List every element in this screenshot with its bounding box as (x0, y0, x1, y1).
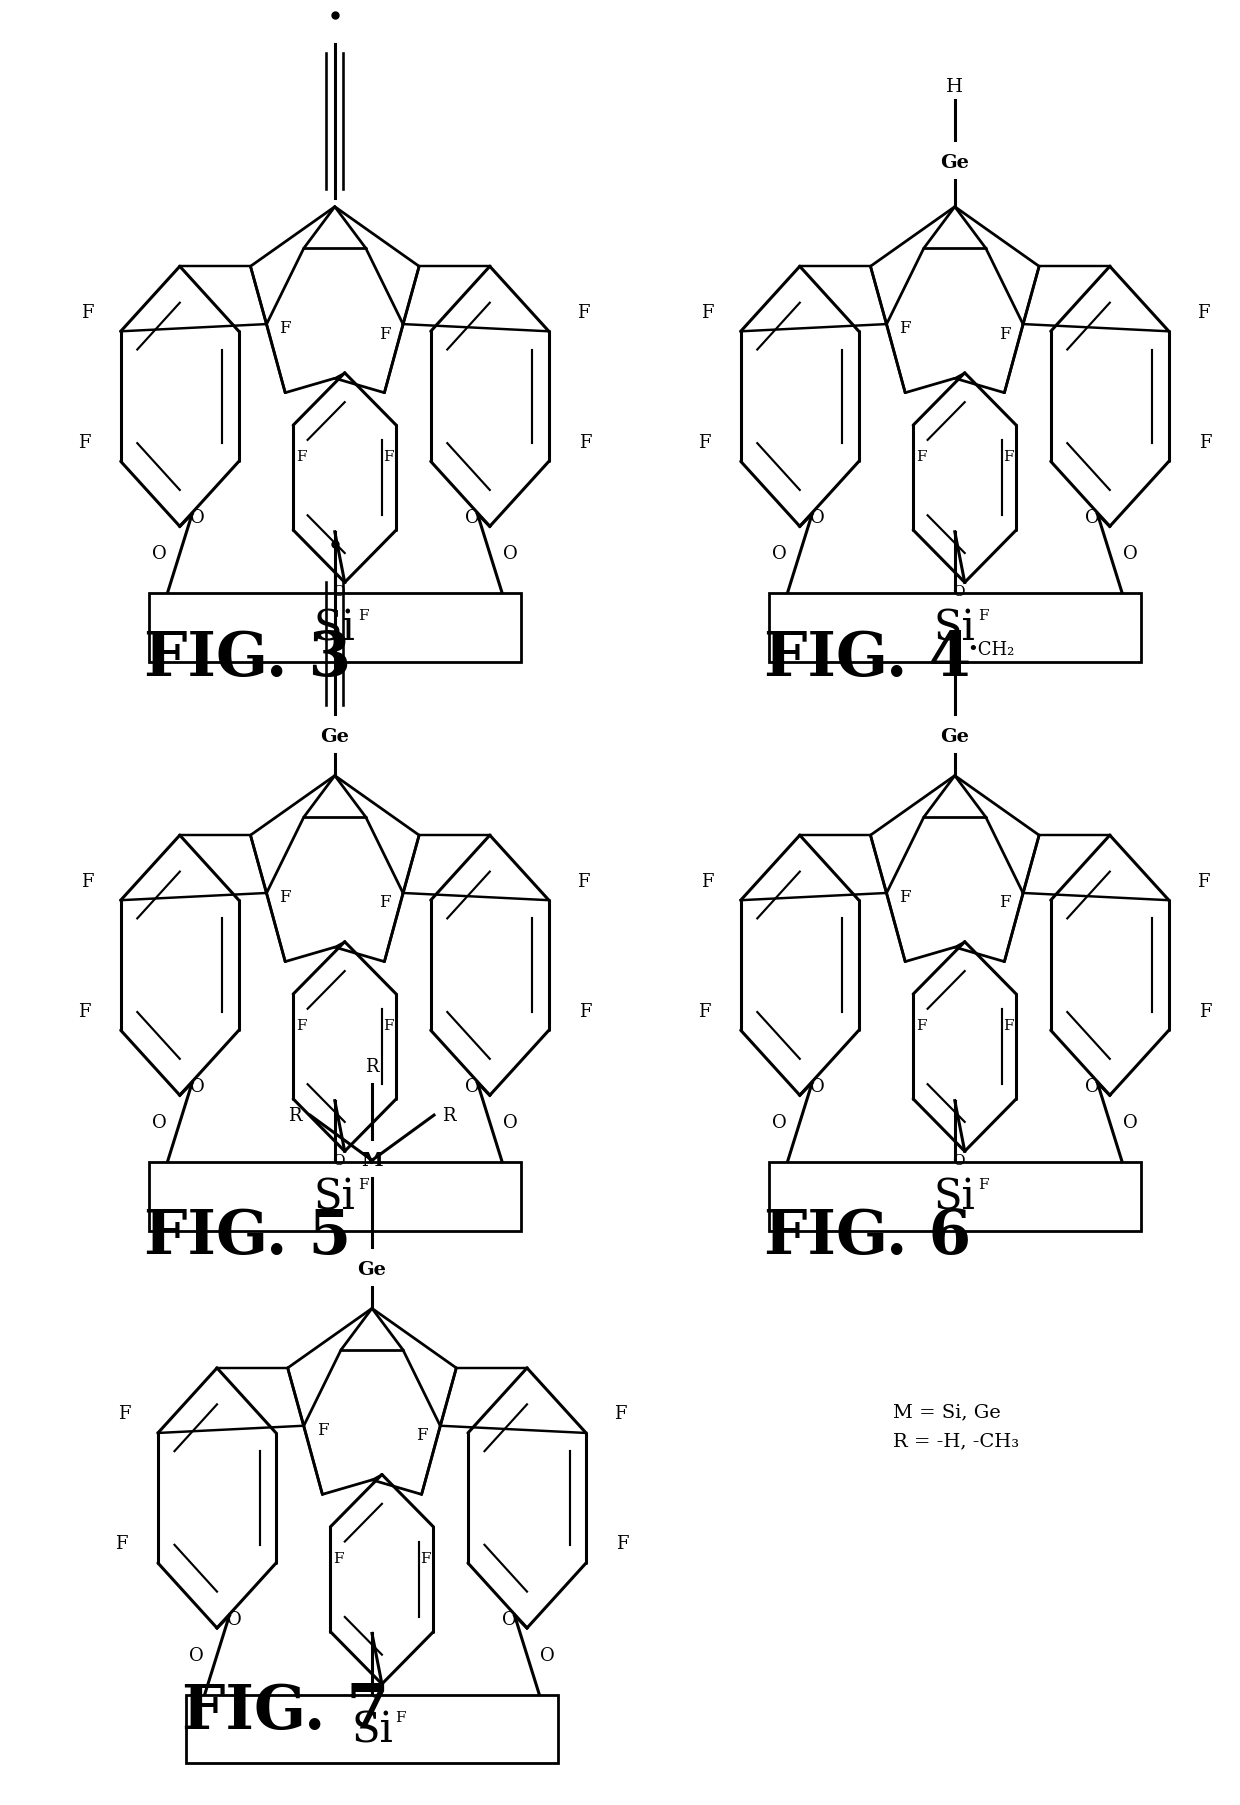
Text: F: F (1197, 303, 1209, 321)
Text: F: F (616, 1534, 629, 1552)
Text: Ge: Ge (940, 727, 970, 745)
Text: O: O (465, 1078, 480, 1096)
Text: F: F (577, 303, 589, 321)
Text: O: O (1123, 1114, 1137, 1132)
Text: Si: Si (314, 606, 356, 650)
Text: O: O (190, 509, 205, 527)
Text: O: O (502, 1610, 517, 1628)
Text: F: F (998, 325, 1011, 343)
Text: R: R (443, 1106, 455, 1125)
Text: F: F (296, 449, 306, 464)
Text: F: F (698, 433, 711, 451)
Text: Si: Si (351, 1708, 393, 1751)
Text: O: O (810, 509, 825, 527)
Text: F: F (334, 1550, 343, 1565)
Text: O: O (773, 1114, 786, 1132)
Text: O: O (541, 1646, 554, 1664)
Text: F: F (1003, 449, 1013, 464)
Text: F: F (415, 1426, 428, 1444)
Text: O: O (1085, 1078, 1100, 1096)
Text: F: F (378, 325, 391, 343)
Text: F: F (115, 1534, 128, 1552)
Text: F: F (978, 1177, 988, 1191)
Text: F: F (899, 319, 911, 338)
Bar (769, 1162, 1141, 1231)
Text: Si: Si (934, 606, 976, 650)
Text: FIG. 7: FIG. 7 (181, 1680, 389, 1742)
Text: FIG. 3: FIG. 3 (144, 628, 352, 690)
Text: O: O (465, 509, 480, 527)
Text: F: F (1197, 872, 1209, 890)
Text: O: O (190, 1646, 203, 1664)
Text: F: F (279, 319, 291, 338)
Text: F: F (296, 1018, 306, 1032)
Text: F: F (78, 433, 91, 451)
Text: O: O (810, 1078, 825, 1096)
Text: F: F (1199, 1002, 1211, 1020)
Text: F: F (383, 1018, 393, 1032)
Text: FIG. 6: FIG. 6 (764, 1206, 972, 1267)
Text: F: F (998, 893, 1011, 912)
Text: O: O (227, 1610, 242, 1628)
Text: F: F (378, 893, 391, 912)
Text: F: F (358, 608, 368, 623)
Text: Ge: Ge (320, 727, 350, 745)
Text: O: O (190, 1078, 205, 1096)
Text: F: F (1003, 1018, 1013, 1032)
Text: F: F (118, 1404, 130, 1422)
Text: F: F (701, 872, 713, 890)
Text: O: O (370, 1686, 382, 1700)
Text: O: O (952, 585, 965, 599)
Text: F: F (81, 872, 93, 890)
Text: R: R (366, 1058, 378, 1076)
Text: O: O (153, 1114, 166, 1132)
Text: FIG. 5: FIG. 5 (144, 1206, 352, 1267)
Text: Ge: Ge (940, 153, 970, 171)
Text: O: O (332, 1153, 345, 1168)
Text: F: F (899, 888, 911, 906)
Text: F: F (701, 303, 713, 321)
Text: O: O (503, 1114, 517, 1132)
Text: F: F (383, 449, 393, 464)
Text: F: F (579, 433, 591, 451)
Text: M = Si, Ge
R = -H, -CH₃: M = Si, Ge R = -H, -CH₃ (893, 1402, 1019, 1449)
Text: F: F (396, 1709, 405, 1724)
Text: F: F (577, 872, 589, 890)
Text: Ge: Ge (357, 1260, 387, 1278)
Text: M: M (361, 1152, 383, 1170)
Text: Si: Si (314, 1175, 356, 1218)
Text: H: H (946, 78, 963, 96)
Text: O: O (503, 545, 517, 563)
Text: O: O (1123, 545, 1137, 563)
Bar (769, 594, 1141, 662)
Text: F: F (698, 1002, 711, 1020)
Text: FIG. 4: FIG. 4 (764, 628, 972, 690)
Text: F: F (420, 1550, 430, 1565)
Text: F: F (279, 888, 291, 906)
Text: F: F (78, 1002, 91, 1020)
Text: F: F (978, 608, 988, 623)
Text: O: O (153, 545, 166, 563)
Text: O: O (952, 1153, 965, 1168)
Text: •CH₂: •CH₂ (967, 641, 1014, 659)
Text: F: F (916, 449, 926, 464)
Text: Si: Si (934, 1175, 976, 1218)
Text: R: R (289, 1106, 301, 1125)
Bar (149, 594, 521, 662)
Text: O: O (332, 585, 345, 599)
Text: F: F (1199, 433, 1211, 451)
Text: F: F (358, 1177, 368, 1191)
Text: O: O (773, 545, 786, 563)
Text: F: F (614, 1404, 626, 1422)
Text: F: F (81, 303, 93, 321)
Bar (149, 1162, 521, 1231)
Text: O: O (1085, 509, 1100, 527)
Bar (186, 1695, 558, 1763)
Text: F: F (579, 1002, 591, 1020)
Text: F: F (916, 1018, 926, 1032)
Text: F: F (316, 1421, 329, 1439)
